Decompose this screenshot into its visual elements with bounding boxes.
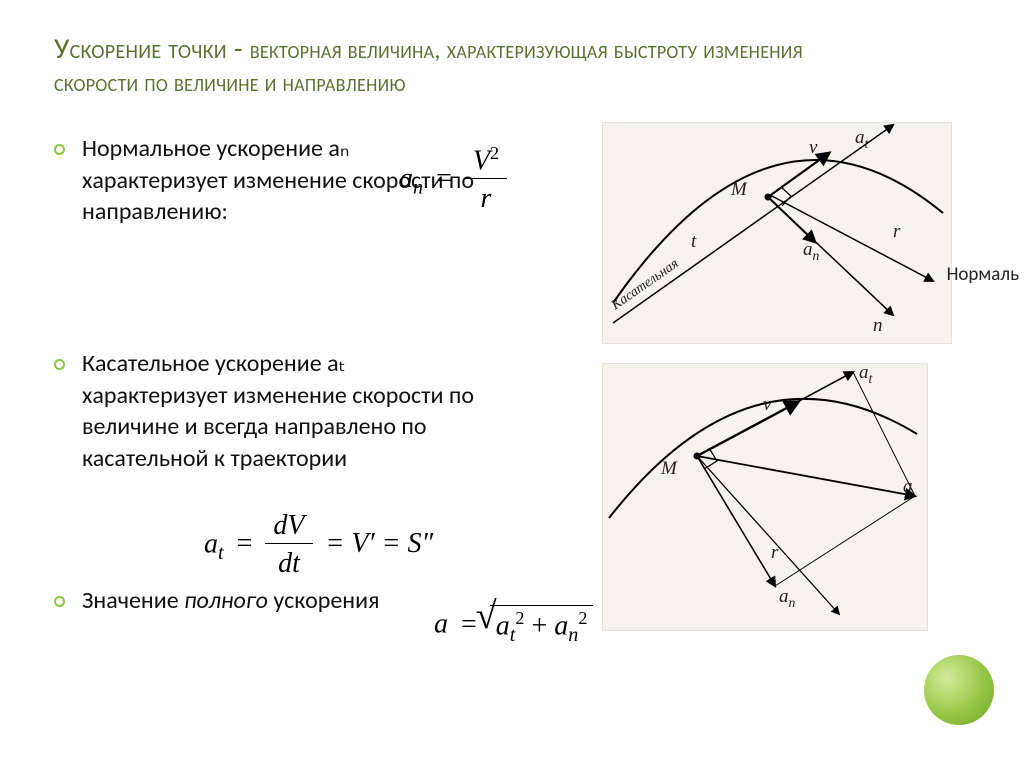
label-v: v [809,137,817,159]
label-normal: Нормаль [947,263,1019,286]
bullet-tangential-acceleration: Касательное ускорение aₜ характеризует и… [54,348,484,475]
diagram-acceleration-composition: M v at a an r [602,363,928,631]
bullet-total-acceleration: Значение полного ускорения [54,585,379,617]
formula-an: an = V2 r [399,143,507,218]
formula-at: at = dV dt = V′ = S″ [204,509,439,583]
label-an: an [803,239,819,264]
slide-title: Ускорение точки - векторная величина, ха… [54,30,874,99]
diagram-tangent-normal: M v at an r n t Касательная Нормаль [602,122,952,344]
title-lead: Ускорение точки - [54,30,250,66]
decorative-green-sphere-icon [924,655,994,725]
formula-a-total: a = √ at2 + an2 [434,605,593,647]
label-at: at [855,127,868,152]
diagram1-svg [603,123,953,345]
